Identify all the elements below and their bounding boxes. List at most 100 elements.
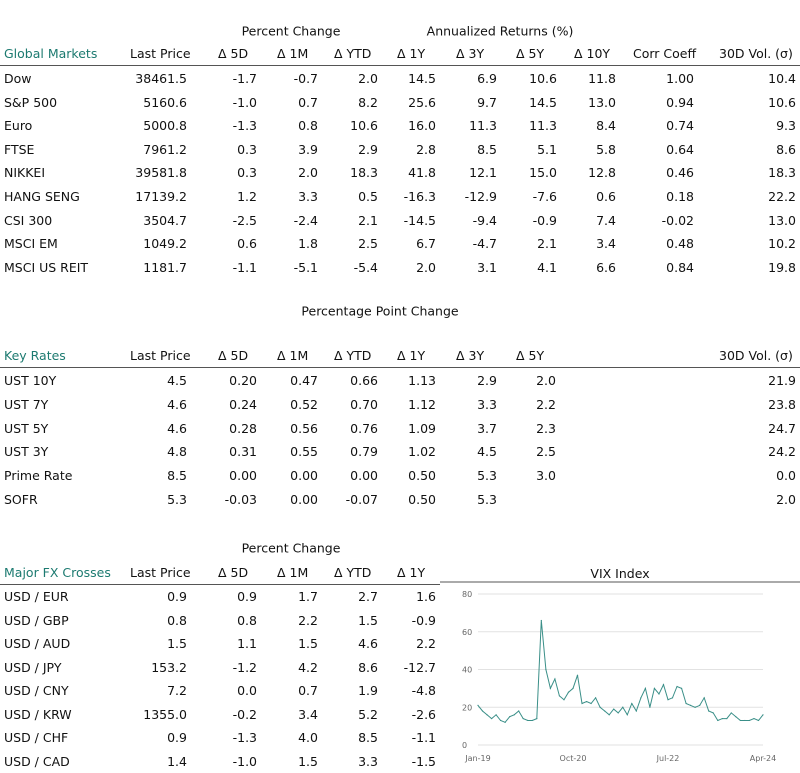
fx-row-label: USD / KRW xyxy=(4,707,72,722)
fx-cell: -1.2 xyxy=(232,660,257,675)
fx-cell: -4.8 xyxy=(411,683,436,698)
rates-cell: 3.0 xyxy=(536,468,556,483)
vix-data-point xyxy=(549,687,551,689)
vix-data-point xyxy=(680,687,683,689)
global-cell: 0.46 xyxy=(666,165,694,180)
global-cell: -2.5 xyxy=(232,213,257,228)
global-cell: 4.1 xyxy=(537,260,557,275)
vix-data-point xyxy=(545,668,547,671)
rates-cell: 1.12 xyxy=(408,397,436,412)
fx-cell: 153.2 xyxy=(151,660,187,675)
global-row-label: MSCI EM xyxy=(4,236,58,251)
group-label-fx-percent-change: Percent Change xyxy=(241,540,341,556)
global-cell: 1.00 xyxy=(666,71,694,86)
vix-data-point xyxy=(703,697,705,699)
global-row-label: FTSE xyxy=(4,142,35,157)
global-cell: 5000.8 xyxy=(143,118,187,133)
global-header-divider xyxy=(0,65,800,66)
fx-row-label: USD / CAD xyxy=(4,754,70,769)
global-cell: -0.7 xyxy=(293,71,318,86)
global-cell: 19.8 xyxy=(768,260,796,275)
global-cell: 13.0 xyxy=(768,213,796,228)
column-header: Δ 10Y xyxy=(574,46,611,61)
global-cell: 14.5 xyxy=(408,71,436,86)
x-tick-label: Oct-20 xyxy=(560,754,587,763)
vix-data-point xyxy=(531,719,533,722)
fx-cell: 0.8 xyxy=(167,613,187,628)
column-header: Δ 1M xyxy=(277,565,309,580)
fx-cell: -12.7 xyxy=(403,660,436,675)
global-cell: 2.9 xyxy=(358,142,378,157)
rates-cell: 1.02 xyxy=(408,444,436,459)
fx-cell: 4.6 xyxy=(358,636,378,651)
column-header: Δ 5Y xyxy=(516,348,545,363)
vix-data-point xyxy=(554,678,556,680)
global-cell: 14.5 xyxy=(529,95,557,110)
vix-data-point xyxy=(576,674,579,676)
global-cell: 11.3 xyxy=(529,118,557,133)
fx-cell: 8.6 xyxy=(358,660,378,675)
global-cell: 8.2 xyxy=(358,95,378,110)
global-cell: 38461.5 xyxy=(135,71,187,86)
global-cell: -1.7 xyxy=(232,71,257,86)
global-cell: 0.6 xyxy=(596,189,616,204)
global-cell: 0.94 xyxy=(666,95,694,110)
vix-data-point xyxy=(536,717,538,720)
fx-cell: 7.2 xyxy=(167,683,187,698)
rates-row-label: UST 5Y xyxy=(4,421,49,436)
rates-row-label: SOFR xyxy=(4,492,38,507)
rates-cell: 2.3 xyxy=(536,421,556,436)
global-cell: 2.1 xyxy=(358,213,378,228)
rates-cell: 0.70 xyxy=(350,397,378,412)
global-cell: -16.3 xyxy=(403,189,436,204)
vix-chart: VIX Index 0 20 40 60 80 Jan-19 Oct-20 Jul-22 Apr-… xyxy=(440,566,800,763)
rates-cell: 2.9 xyxy=(477,373,497,388)
vix-data-point xyxy=(644,687,646,689)
global-cell: 6.9 xyxy=(477,71,497,86)
rates-cell: 0.0 xyxy=(776,468,796,483)
global-cell: 1181.7 xyxy=(143,260,187,275)
rates-cell: -0.03 xyxy=(224,492,257,507)
rates-cell: 3.7 xyxy=(477,421,497,436)
rates-cell: 4.5 xyxy=(477,444,497,459)
x-tick-label: Apr-24 xyxy=(750,754,776,763)
vix-data-point xyxy=(744,719,746,722)
fx-cell: 0.9 xyxy=(167,589,187,604)
rates-row-label: UST 3Y xyxy=(4,444,49,459)
global-cell: 0.3 xyxy=(237,165,257,180)
vix-data-point xyxy=(708,710,710,712)
global-cell: 12.8 xyxy=(588,165,616,180)
vix-data-point xyxy=(653,687,656,689)
column-header: Δ 1Y xyxy=(397,348,426,363)
vix-data-point xyxy=(676,685,678,688)
vix-data-point xyxy=(721,717,723,720)
global-row-label: S&P 500 xyxy=(4,95,58,110)
column-header: Δ 3Y xyxy=(456,348,485,363)
column-header: Corr Coeff xyxy=(633,46,697,61)
global-cell: 7.4 xyxy=(596,213,616,228)
fx-cell: 1.9 xyxy=(358,683,378,698)
global-cell: 6.7 xyxy=(416,236,436,251)
rates-cell: 0.52 xyxy=(290,397,318,412)
fx-row-label: USD / CHF xyxy=(4,730,69,745)
rates-cell: 0.76 xyxy=(350,421,378,436)
global-cell: 8.4 xyxy=(596,118,616,133)
fx-cell: 1.5 xyxy=(358,613,378,628)
fx-cell: 1.6 xyxy=(416,589,436,604)
vix-data-point xyxy=(581,702,583,705)
global-cell: 0.7 xyxy=(298,95,318,110)
global-cell: 10.6 xyxy=(350,118,378,133)
global-cell: 2.1 xyxy=(537,236,557,251)
vix-data-point xyxy=(662,684,665,686)
vix-data-point xyxy=(658,693,660,695)
rates-cell: 4.8 xyxy=(167,444,187,459)
fx-cell: 1.5 xyxy=(167,636,187,651)
global-cell: 8.5 xyxy=(477,142,497,157)
fx-cell: 1.1 xyxy=(237,636,257,651)
column-header: Δ 5D xyxy=(218,46,249,61)
global-cell: -2.4 xyxy=(293,213,318,228)
fx-cell: 1.7 xyxy=(298,589,318,604)
rates-cell: 0.24 xyxy=(229,397,257,412)
rates-cell: 23.8 xyxy=(768,397,796,412)
rates-cell: 3.3 xyxy=(477,397,497,412)
